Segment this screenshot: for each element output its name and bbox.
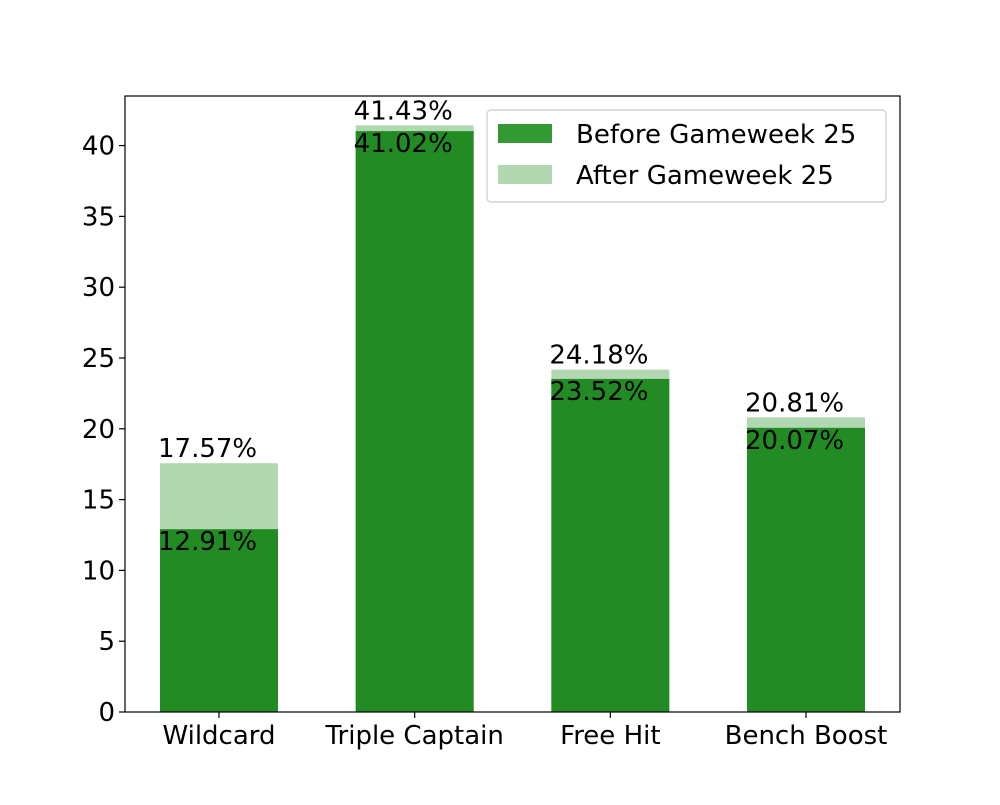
data-labels-layer: 17.57% 12.91% 41.43%41.02% 24.18% 23.52% 20.8…: [158, 96, 844, 557]
plot-frame: [124, 95, 901, 713]
legend-label-before: Before Gameweek 25: [576, 120, 856, 150]
bars-layer: [160, 125, 866, 712]
y-tick-label-6: 30: [82, 273, 115, 303]
legend-swatch-before: [498, 124, 552, 143]
data-label-after-1: 41.43%: [354, 96, 453, 126]
bar-before-2: [551, 378, 670, 712]
x-tick-label-3: Bench Boost: [725, 721, 888, 751]
legend-swatch-after: [498, 165, 552, 184]
y-tick-label-4: 20: [82, 415, 115, 445]
data-label-before-0: 12.91%: [158, 527, 257, 557]
y-tick-label-8: 40: [82, 132, 115, 162]
axes-layer: 0 5 10 15 20 25 30 35 40 Wildcard Triple Captain Fr…: [82, 95, 901, 751]
y-tick-label-2: 10: [82, 556, 115, 586]
data-label-before-1: 41.02%: [354, 129, 453, 159]
x-tick-label-1: Triple Captain: [324, 721, 503, 751]
data-label-after-0: 17.57%: [158, 434, 257, 464]
bar-before-3: [747, 427, 866, 712]
x-tick-label-0: Wildcard: [162, 721, 275, 751]
legend: Before Gameweek 25 After Gameweek 25: [486, 109, 887, 203]
y-tick-label-0: 0: [98, 698, 115, 728]
y-tick-label-7: 35: [82, 202, 115, 232]
y-tick-label-1: 5: [98, 627, 115, 657]
legend-label-after: After Gameweek 25: [576, 161, 834, 191]
bar-before-1: [355, 131, 474, 712]
data-label-after-3: 20.81%: [745, 388, 844, 418]
data-label-before-2: 23.52%: [549, 377, 648, 407]
bar-before-0: [160, 529, 278, 712]
data-label-after-2: 24.18%: [549, 341, 648, 371]
x-tick-label-2: Free Hit: [560, 721, 660, 751]
legend-box: [486, 109, 887, 203]
data-label-before-3: 20.07%: [745, 426, 844, 456]
y-tick-label-3: 15: [82, 486, 115, 516]
y-tick-label-5: 25: [82, 344, 115, 374]
